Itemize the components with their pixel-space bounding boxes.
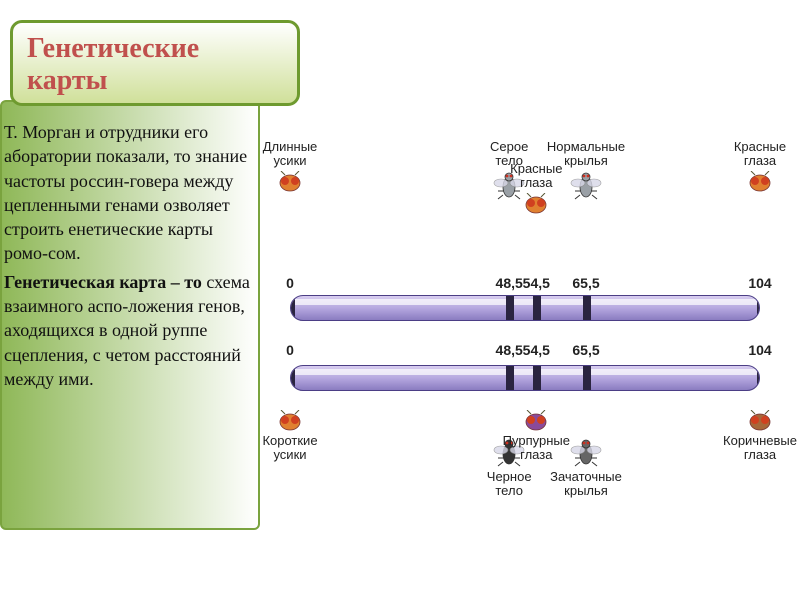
trait-label: Красные глаза [715, 140, 800, 169]
trait-label: Длинные усики [245, 140, 335, 169]
fly-head-icon [275, 410, 305, 432]
trait-top: Нормальные крылья [541, 140, 631, 201]
chromosome-bar [290, 295, 760, 321]
genetic-map-diagram: 048,554,565,5104048,554,565,5104Длинные … [270, 110, 790, 540]
fly-head-icon [745, 171, 775, 193]
trait-label: Коричневые глаза [715, 434, 800, 463]
locus-position: 65,5 [566, 342, 606, 358]
trait-label: Короткие усики [245, 434, 335, 463]
locus-position: 0 [270, 342, 310, 358]
trait-label: Зачаточные крылья [541, 470, 631, 499]
trait-bottom: Коричневые глаза [715, 410, 800, 463]
trait-bottom: Зачаточные крылья [541, 438, 631, 499]
locus-position: 104 [740, 342, 780, 358]
locus-position: 0 [270, 275, 310, 291]
trait-bottom: Короткие усики [245, 410, 335, 463]
fly-icon [569, 171, 603, 201]
trait-top: Красные глаза [715, 140, 800, 193]
fly-icon [569, 438, 603, 468]
fly-head-icon [275, 171, 305, 193]
locus-position: 54,5 [516, 275, 556, 291]
fly-head-icon [745, 410, 775, 432]
description-panel: Т. Морган и отрудники его аборатории пок… [0, 100, 260, 530]
locus-position: 104 [740, 275, 780, 291]
trait-top: Длинные усики [245, 140, 335, 193]
fly-head-icon [521, 410, 551, 432]
paragraph-1: Т. Морган и отрудники его аборатории пок… [4, 120, 252, 266]
locus-position: 54,5 [516, 342, 556, 358]
trait-label: Нормальные крылья [541, 140, 631, 169]
locus-position: 65,5 [566, 275, 606, 291]
paragraph-2: Генетическая карта – то схема взаимного … [4, 270, 252, 391]
title-text: Генетические карты [27, 33, 199, 96]
page-title: Генетические карты [10, 20, 300, 106]
chromosome-bar [290, 365, 760, 391]
